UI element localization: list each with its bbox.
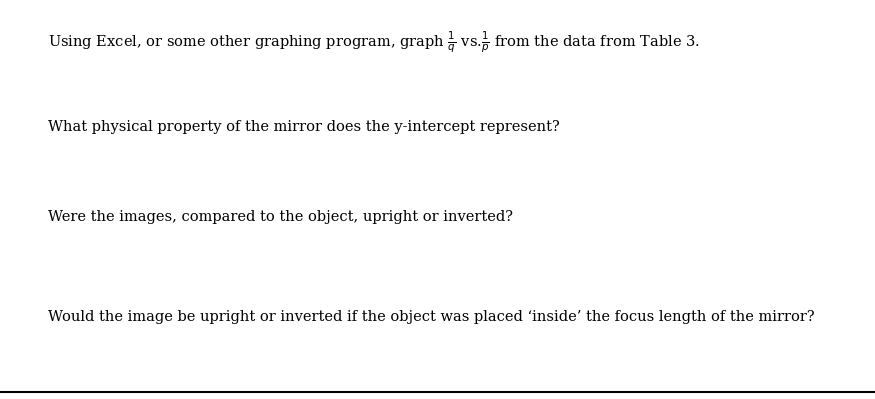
Text: Were the images, compared to the object, upright or inverted?: Were the images, compared to the object,…	[48, 210, 513, 224]
Text: Would the image be upright or inverted if the object was placed ‘inside’ the foc: Would the image be upright or inverted i…	[48, 310, 815, 324]
Text: What physical property of the mirror does the y-intercept represent?: What physical property of the mirror doe…	[48, 120, 560, 134]
Text: Using Excel, or some other graphing program, graph $\frac{1}{q}$ vs.$\frac{1}{p}: Using Excel, or some other graphing prog…	[48, 30, 700, 55]
